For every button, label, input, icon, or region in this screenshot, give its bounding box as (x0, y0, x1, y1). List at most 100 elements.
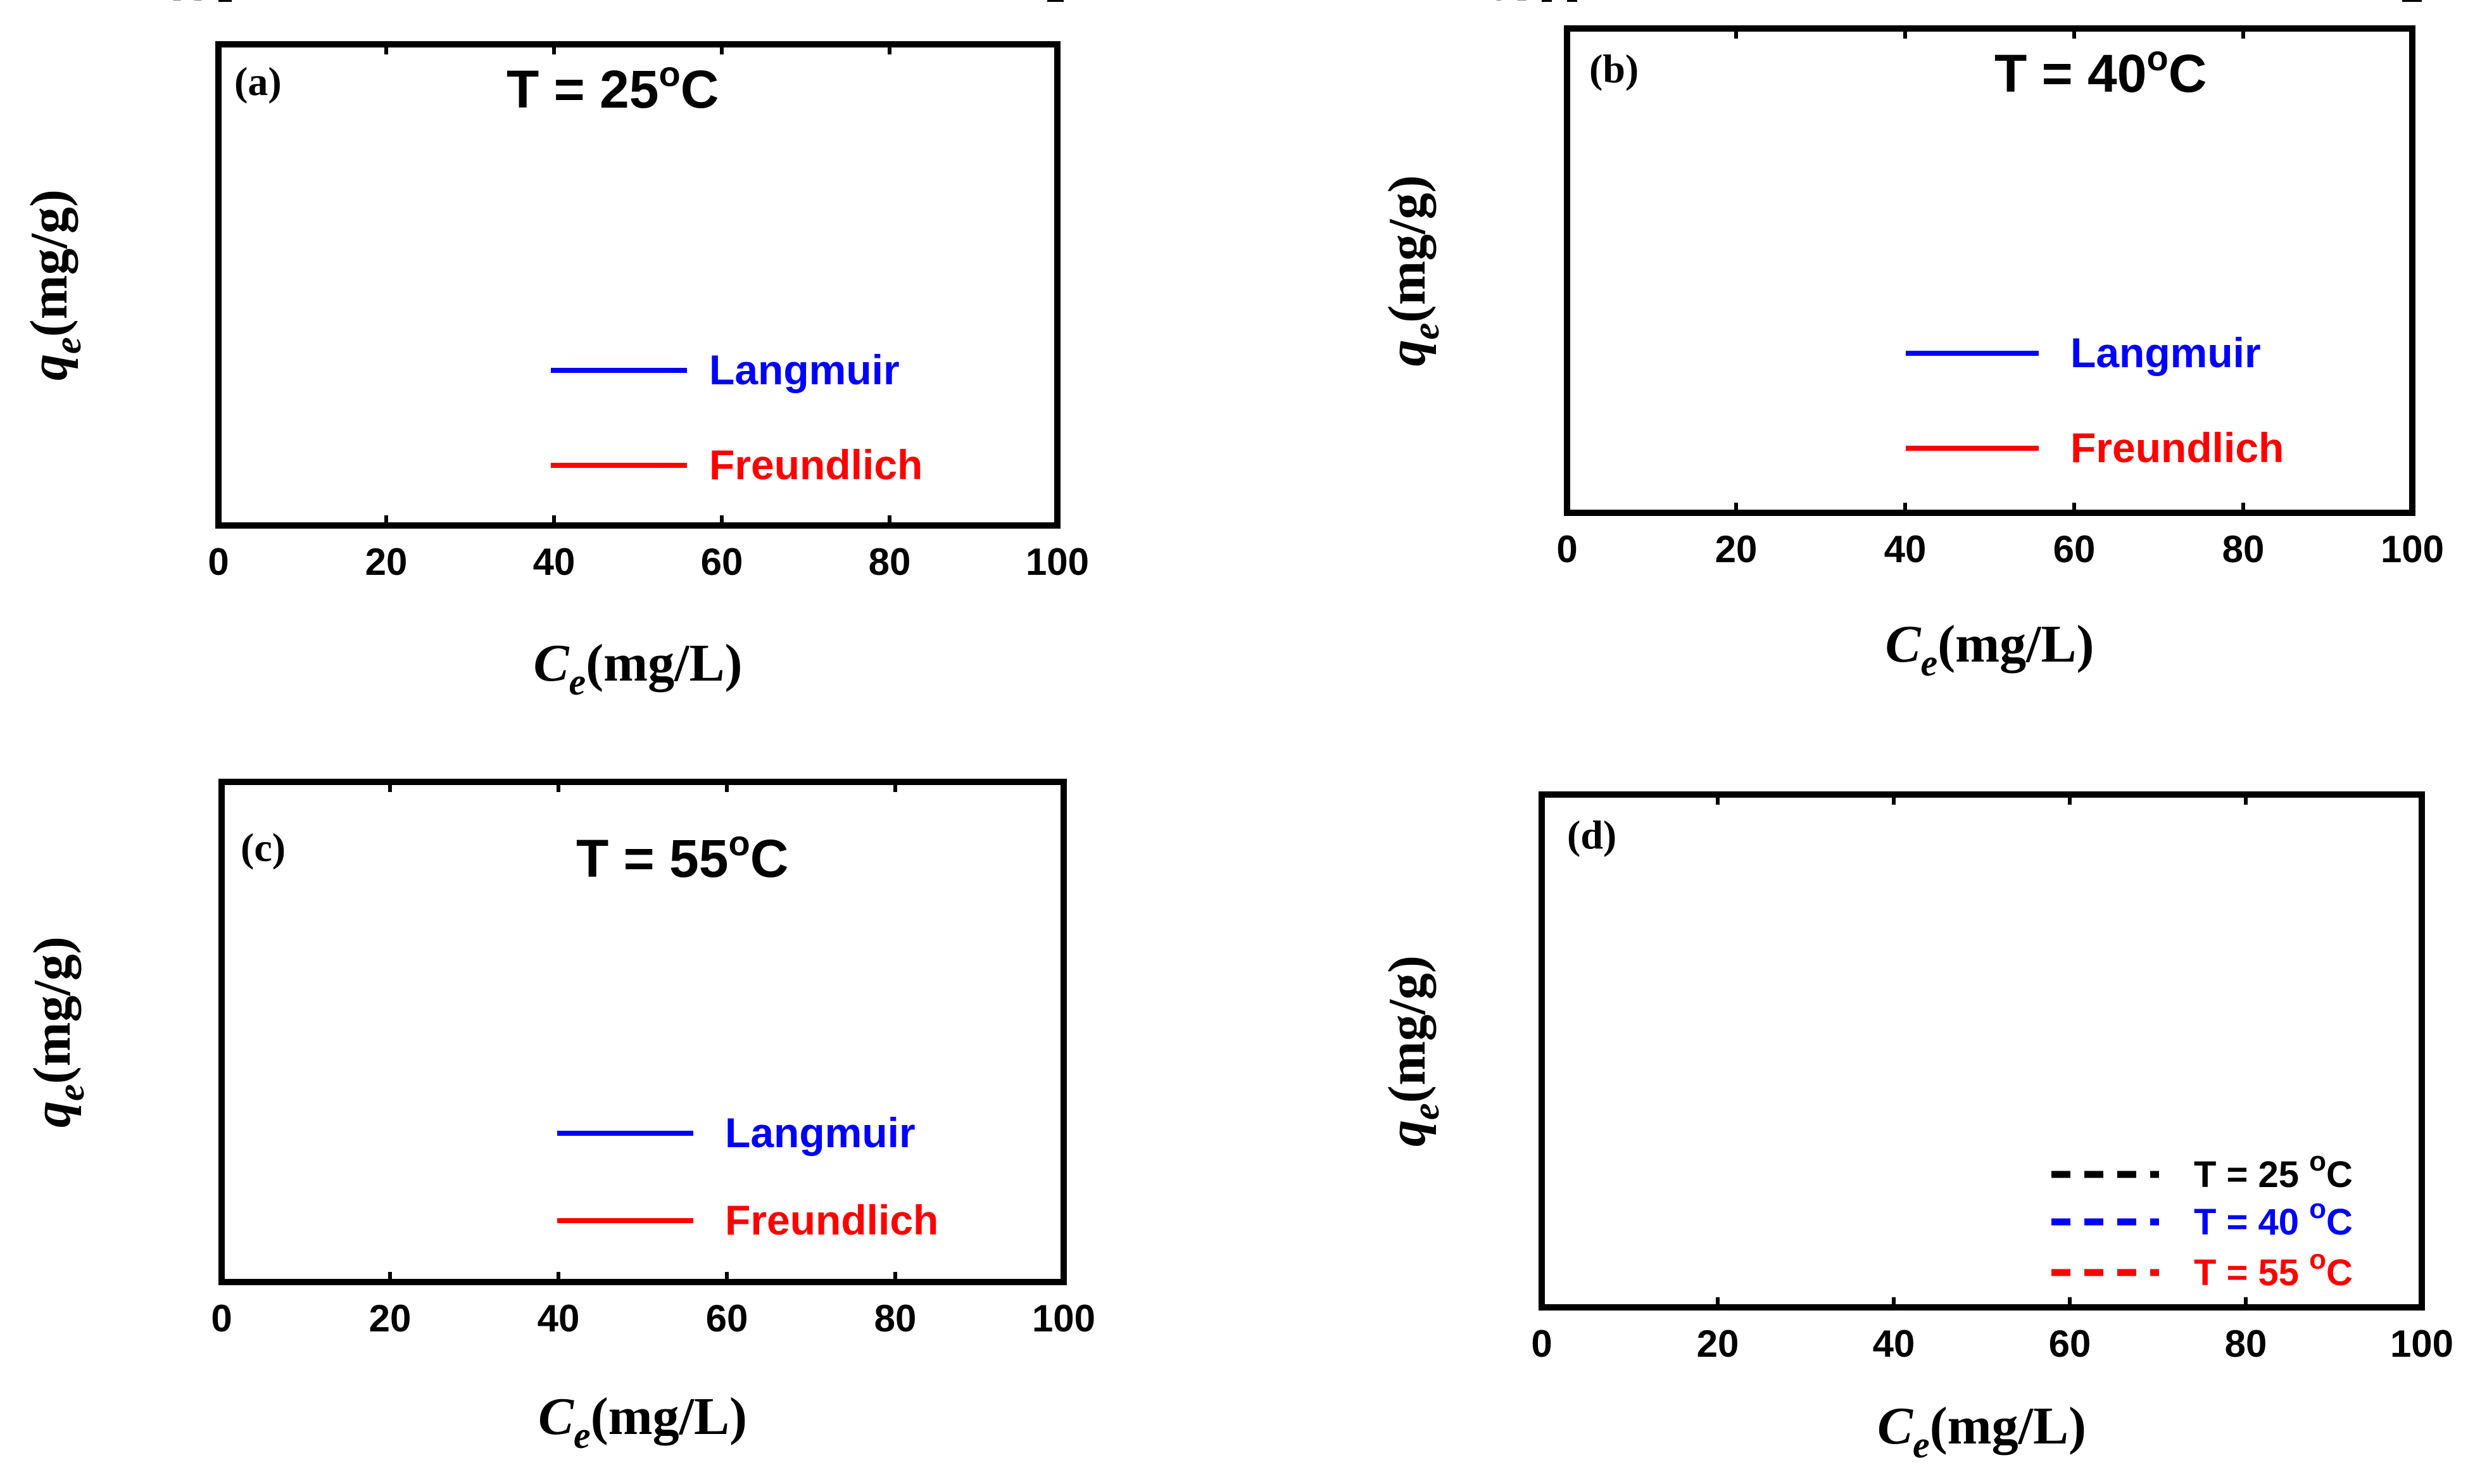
data-point-group (1727, 0, 1744, 7)
y-tick-label: 60 (168, 0, 210, 8)
data-point-group (1696, 0, 1722, 13)
x-axis-label: Ce(mg/L) (1886, 615, 2094, 684)
legend-label: Langmuir (2070, 329, 2261, 376)
data-point-group (1930, 0, 1946, 7)
data-point-group (1802, 0, 1827, 13)
data-point-group (1644, 0, 1669, 13)
data-point-group (323, 0, 339, 7)
data-point-group (336, 0, 353, 7)
x-axis-label: Ce(mg/L) (538, 1387, 747, 1456)
y-axis-label: qe(mg/g) (20, 189, 89, 380)
y-tick-label: 120 (147, 0, 210, 8)
y-tick-label: 0 (186, 0, 207, 8)
legend-label: Langmuir (709, 346, 900, 393)
y-axis: 020406080100120 (144, 0, 1057, 8)
data-point (1619, 0, 1633, 7)
data-point-group (1720, 0, 1736, 7)
data-point-group (1925, 0, 1951, 13)
x-tick-label: 20 (1697, 1323, 1739, 1365)
data-point (1599, 0, 1625, 13)
x-tick-label: 60 (2053, 528, 2096, 570)
data-point (299, 0, 313, 7)
plot-area (303, 0, 739, 7)
data-point (1721, 0, 1735, 7)
plot-area (1556, 0, 2087, 13)
y-tick-label: 0 (1535, 0, 1556, 8)
legend: Langmuir Freundlich (1906, 329, 2284, 471)
x-tick-label: 60 (706, 1297, 748, 1340)
x-tick-label: 80 (2225, 1323, 2267, 1365)
data-point (379, 0, 393, 7)
x-tick-label: 0 (1531, 1323, 1552, 1365)
data-point (1705, 0, 1730, 13)
data-point-group (395, 0, 412, 7)
y-tick-label: 100 (1467, 0, 1530, 8)
chart-panel-d: 020406080100020406080100120Ce(mg/L)qe(mg… (1378, 0, 2453, 1466)
data-point (1644, 0, 1669, 13)
y-tick-label: 60 (1513, 0, 1556, 8)
y-tick-label: 100 (1492, 0, 1556, 8)
chart-panel-b: 020406080100020406080100120Ce(mg/L)qe(mg… (1378, 0, 2444, 684)
data-point (1644, 0, 1669, 13)
data-point-group (1741, 0, 1766, 13)
panel-label: (a) (234, 59, 282, 104)
data-point-group (1599, 0, 1625, 13)
y-tick-label: 40 (168, 0, 210, 8)
x-tick-label: 40 (1873, 1323, 1915, 1365)
data-point-group (1666, 0, 1682, 7)
y-tick-label: 20 (1513, 0, 1556, 8)
y-axis: 020406080100120 (147, 0, 1064, 8)
y-tick-label: 20 (1488, 0, 1530, 8)
y-tick-label: 40 (1513, 0, 1556, 8)
data-point (497, 0, 511, 7)
x-axis: 0 20 40 60 80 100 (211, 782, 1095, 1340)
y-tick-label: 40 (1488, 0, 1530, 8)
legend-label: Langmuir (725, 1109, 916, 1156)
data-point (1632, 0, 1646, 7)
data-point (1834, 0, 1848, 7)
x-tick-label: 20 (369, 1297, 412, 1340)
data-point-group (378, 0, 394, 7)
data-point-group (1669, 0, 1685, 7)
y-axis-label: qe(mg/g) (1378, 955, 1447, 1147)
data-point (248, 0, 262, 7)
data-point (1766, 0, 1792, 13)
data-point-group (264, 0, 280, 7)
data-point (324, 0, 338, 7)
y-tick-label: 100 (147, 0, 210, 8)
data-point (1728, 0, 1742, 7)
y-tick-label: 20 (165, 0, 207, 8)
y-axis-label: qe(mg/g) (1378, 175, 1447, 367)
x-tick-label: 80 (2222, 528, 2265, 570)
x-tick-label: 80 (869, 541, 911, 583)
y-tick-label: 60 (1488, 0, 1530, 8)
data-point-group (1793, 0, 1818, 13)
x-axis-label: Ce(mg/L) (1877, 1397, 2086, 1466)
plot-frame (215, 41, 1061, 529)
data-point (1793, 0, 1818, 13)
data-point-group (1709, 0, 1726, 7)
x-tick-label: 20 (365, 541, 408, 583)
data-point-group (2070, 0, 2087, 7)
chart-title: T = 40oC (1994, 38, 2207, 103)
legend-label: T = 55 oC (2194, 1244, 2353, 1293)
data-point-group (1590, 0, 1616, 13)
data-point (1925, 0, 1951, 13)
chart-title: T = 55oC (576, 823, 788, 888)
legend-label: T = 40 oC (2194, 1193, 2353, 1243)
y-tick-label: 40 (165, 0, 207, 8)
y-tick-label: 0 (1509, 0, 1530, 8)
data-point-group (1833, 0, 1849, 7)
x-tick-label: 0 (211, 1297, 232, 1340)
x-tick-label: 100 (2381, 528, 2444, 570)
data-point-group (298, 0, 314, 7)
y-tick-label: 120 (144, 0, 207, 8)
plot-area (247, 0, 482, 7)
y-tick-label: 100 (144, 0, 207, 8)
data-point (1599, 0, 1625, 13)
data-point (1696, 0, 1722, 13)
y-tick-label: 80 (168, 0, 210, 8)
data-point-group (1599, 0, 1625, 13)
data-point-group (1644, 0, 1669, 13)
legend: Langmuir Freundlich (551, 346, 922, 488)
